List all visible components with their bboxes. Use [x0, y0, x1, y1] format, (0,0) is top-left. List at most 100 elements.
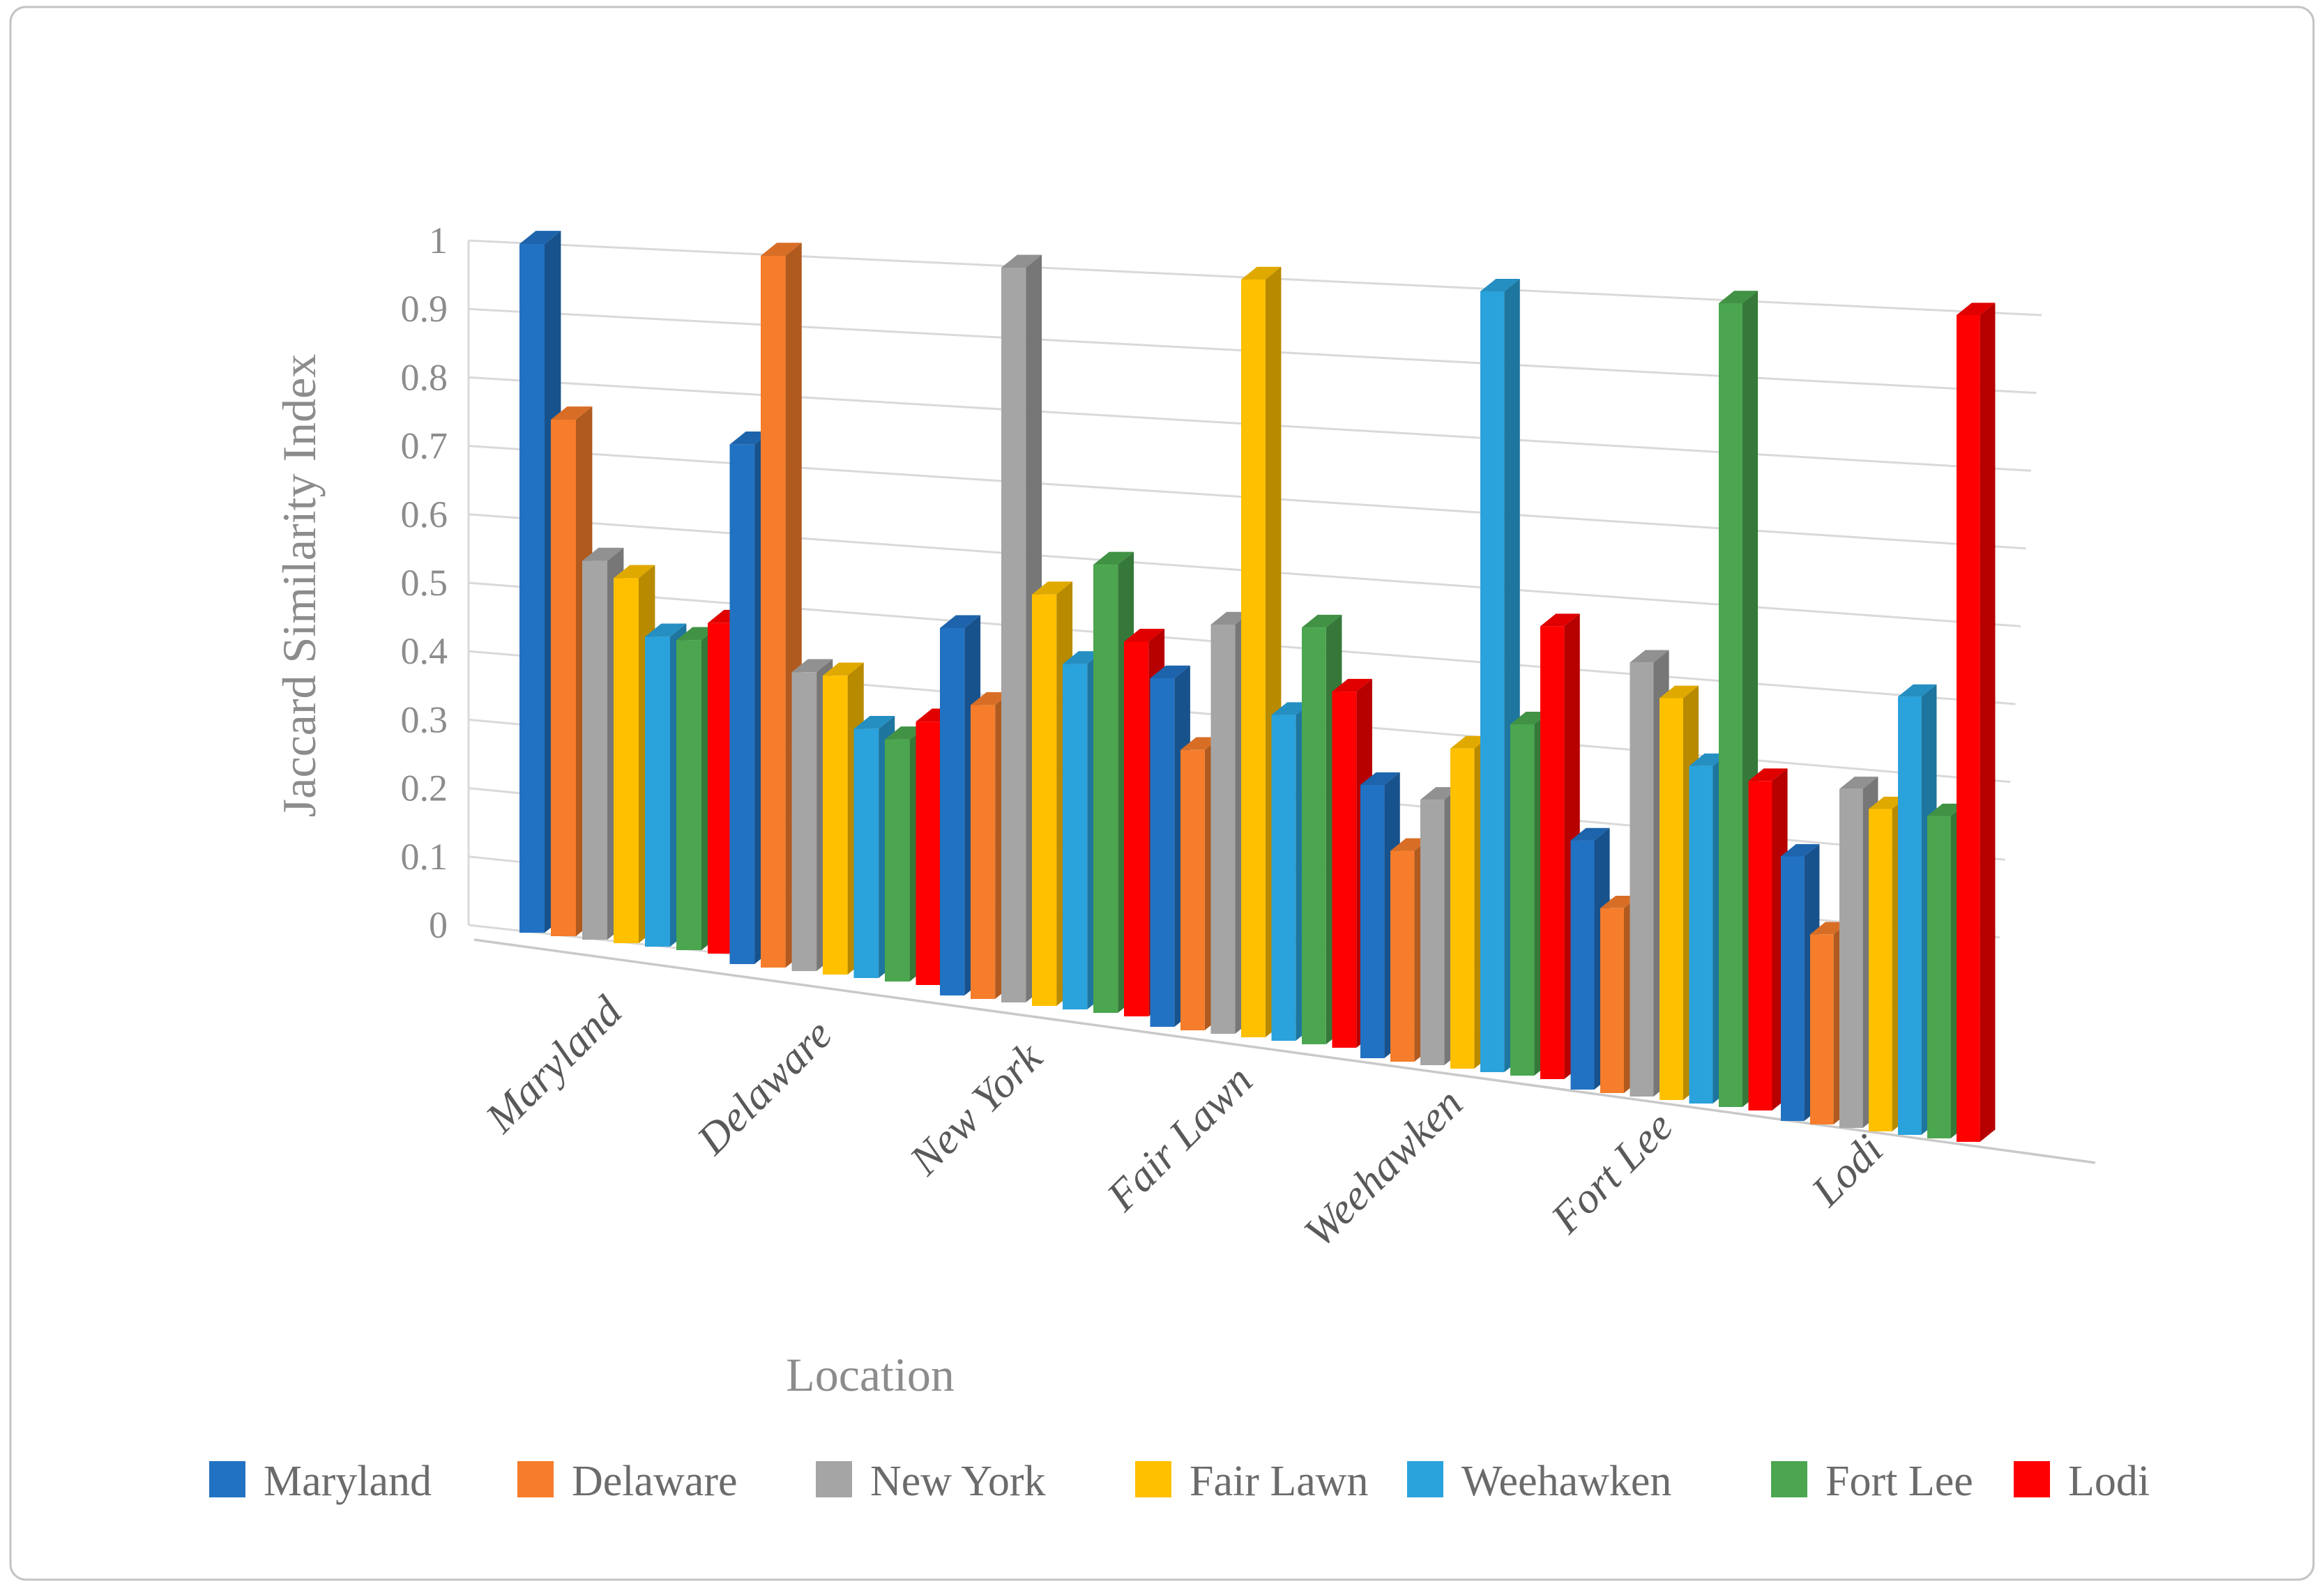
bar-lodi-lodi-side: [1980, 303, 1996, 1142]
bar-maryland-weehawken-top: [645, 623, 687, 637]
bar-new-york-fair-lawn-top: [1032, 581, 1073, 595]
y-tick-label: 0: [429, 904, 448, 946]
legend-swatch-maryland: [209, 1461, 245, 1497]
y-tick-label: 0.1: [401, 836, 448, 878]
x-category-label-new-york: New York: [900, 1033, 1052, 1185]
bar-weehawken-fort-lee: [1510, 724, 1535, 1076]
bar-maryland-fair-lawn-top: [614, 565, 655, 579]
bar-weehawken-maryland: [1360, 785, 1385, 1058]
bar-weehawken-new-york: [1420, 800, 1445, 1065]
bars-layer: [519, 231, 1996, 1142]
bar-new-york-fair-lawn: [1032, 594, 1057, 1006]
y-tick-label: 0.9: [401, 288, 448, 330]
bar-fair-lawn-fair-lawn: [1241, 280, 1266, 1037]
bar-maryland-weehawken: [645, 636, 670, 947]
bar-weehawken-lodi: [1540, 626, 1565, 1079]
bar-lodi-maryland-top: [1781, 843, 1820, 857]
bar-fort-lee-fair-lawn-top: [1660, 685, 1699, 698]
x-category-label-maryland: Maryland: [476, 987, 631, 1142]
bar-lodi-fair-lawn-top: [1869, 796, 1908, 809]
y-tick-label: 0.6: [401, 494, 448, 535]
bar-weehawken-fair-lawn: [1450, 748, 1475, 1069]
bar-new-york-delaware-top: [971, 692, 1012, 705]
bar-fort-lee-weehawken: [1689, 765, 1713, 1104]
bar-weehawken-weehawken: [1480, 291, 1505, 1072]
bar-fort-lee-maryland: [1570, 840, 1595, 1090]
page-border: [9, 6, 2315, 1581]
bar-lodi-weehawken: [1898, 696, 1922, 1135]
bar-fort-lee-weehawken-top: [1689, 753, 1729, 766]
bar-lodi-new-york: [1839, 788, 1863, 1128]
bar-fort-lee-new-york-top: [1630, 650, 1669, 663]
x-category-label-delaware: Delaware: [688, 1011, 841, 1164]
bar-delaware-fort-lee: [885, 739, 910, 982]
bar-maryland-delaware-top: [551, 406, 593, 420]
bar-delaware-fort-lee-top: [885, 726, 926, 740]
bar-new-york-maryland-top: [940, 615, 981, 628]
y-axis-title: Jaccard Similarity Index: [273, 354, 326, 818]
bar-fair-lawn-delaware: [1180, 749, 1205, 1030]
bar-maryland-fort-lee: [676, 640, 701, 950]
bar-fort-lee-maryland-top: [1570, 827, 1610, 841]
legend-swatch-fair-lawn: [1135, 1461, 1171, 1497]
bar-new-york-weehawken: [1063, 664, 1088, 1009]
legend-label-weehawken: Weehawken: [1461, 1458, 1671, 1505]
y-tick-label: 0.7: [401, 425, 448, 467]
y-tick-label: 1: [429, 220, 448, 261]
bar-fort-lee-delaware: [1600, 908, 1624, 1093]
bar-fair-lawn-delaware-top: [1180, 737, 1221, 750]
bar-delaware-maryland: [729, 444, 755, 964]
bar-fort-lee-fort-lee: [1719, 303, 1742, 1107]
x-category-label-weehawken: Weehawken: [1295, 1080, 1471, 1256]
bar-fair-lawn-fair-lawn-top: [1241, 266, 1282, 280]
bar-weehawken-delaware-top: [1390, 838, 1430, 851]
bar-weehawken-fair-lawn-top: [1450, 735, 1490, 749]
bar-fair-lawn-maryland: [1150, 678, 1175, 1027]
bar-delaware-fair-lawn: [823, 675, 848, 975]
bar-fair-lawn-maryland-top: [1150, 665, 1190, 678]
bar-fort-lee-new-york: [1630, 662, 1654, 1097]
bar-maryland-new-york: [582, 560, 607, 940]
bar-new-york-delaware: [971, 705, 996, 999]
bar-new-york-weehawken-top: [1063, 651, 1104, 664]
bar-fort-lee-delaware-top: [1600, 895, 1640, 908]
legend-swatch-fort-lee: [1771, 1461, 1807, 1497]
bar-lodi-weehawken-top: [1898, 684, 1937, 697]
bar-delaware-new-york-top: [791, 659, 833, 673]
bar-new-york-new-york: [1001, 268, 1026, 1002]
legend-label-fort-lee: Fort Lee: [1825, 1458, 1973, 1505]
bar-lodi-lodi: [1957, 315, 1980, 1142]
bar-delaware-fair-lawn-top: [823, 662, 864, 676]
y-tick-label: 0.2: [401, 768, 448, 809]
legend-swatch-new-york: [816, 1461, 852, 1497]
bar-maryland-fair-lawn: [614, 578, 639, 943]
bar-maryland-maryland: [519, 244, 545, 933]
legend-label-fair-lawn: Fair Lawn: [1190, 1458, 1369, 1505]
bar-weehawken-new-york-top: [1420, 787, 1460, 800]
bar-fair-lawn-fort-lee: [1302, 627, 1326, 1044]
bar-fort-lee-lodi: [1748, 781, 1772, 1110]
y-tick-label: 0.5: [401, 562, 448, 604]
bar-new-york-fort-lee: [1093, 565, 1118, 1013]
bar-new-york-fort-lee-top: [1093, 551, 1134, 565]
y-tick-label: 0.8: [401, 356, 448, 398]
bar-fair-lawn-lodi-top: [1332, 678, 1372, 692]
bar-maryland-new-york-top: [582, 547, 624, 561]
bar-delaware-delaware-top: [761, 243, 802, 256]
bar-maryland-delaware: [551, 420, 576, 936]
bar-delaware-weehawken-top: [853, 715, 895, 729]
bar-fort-lee-fort-lee-top: [1719, 291, 1759, 303]
bar-delaware-new-york: [791, 672, 817, 971]
bar-weehawken-lodi-top: [1540, 613, 1580, 627]
y-tick-label: 0.4: [401, 630, 448, 672]
bar-lodi-new-york-top: [1839, 777, 1878, 789]
bar-new-york-lodi: [1124, 641, 1149, 1016]
bar-lodi-fair-lawn: [1869, 809, 1892, 1131]
bar-new-york-maryland: [940, 628, 965, 995]
bar-lodi-fort-lee: [1927, 816, 1951, 1138]
bar-fort-lee-fair-lawn: [1660, 698, 1683, 1100]
bar-maryland-lodi: [708, 623, 733, 954]
legend-label-maryland: Maryland: [264, 1458, 432, 1505]
floor-front-edge: [473, 938, 2096, 1164]
